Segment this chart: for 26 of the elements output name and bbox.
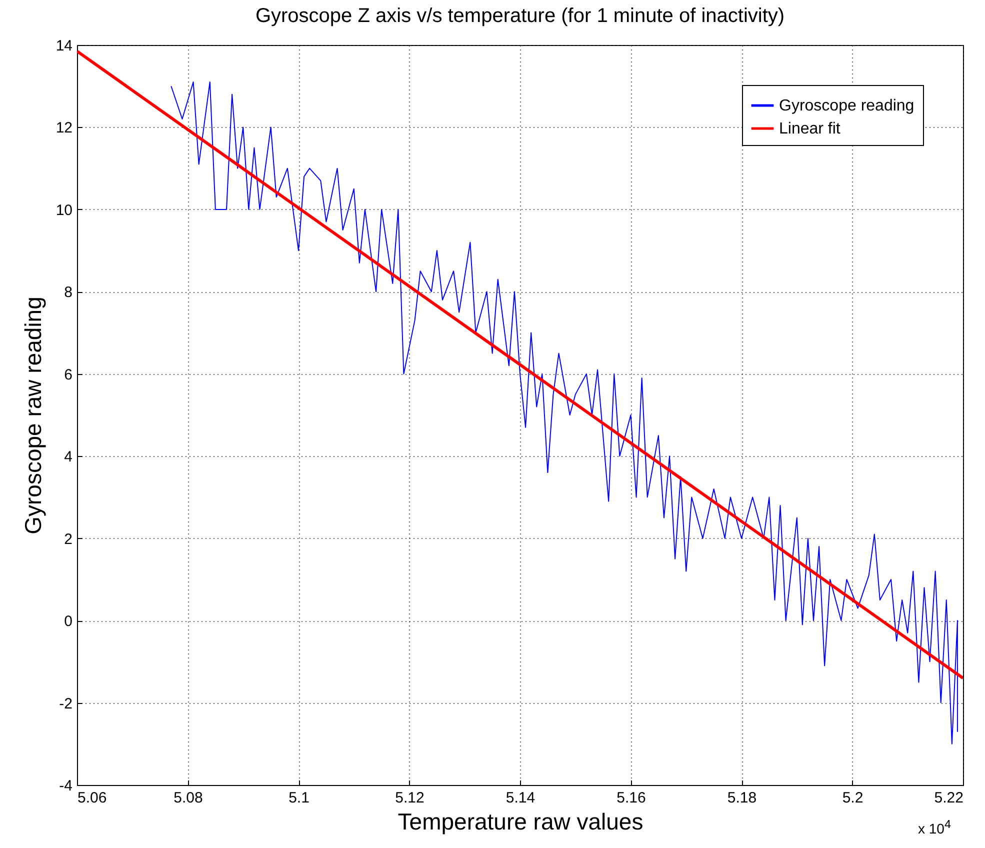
y-tick-label: 12 <box>56 120 72 137</box>
y-tick-label: -2 <box>59 695 72 712</box>
text: x 10$^{4}$ <box>918 818 951 837</box>
y-axis-title: Gyroscope raw reading <box>20 296 46 534</box>
y-tick-label: -4 <box>59 778 72 794</box>
x-tick-label: 5.16 <box>616 790 646 806</box>
y-tick-label: 6 <box>64 366 72 384</box>
x-tick-label: 5.2 <box>842 790 864 806</box>
y-tick-label: 14 <box>56 38 72 54</box>
x-axis-title: Temperature raw values <box>398 808 644 834</box>
y-tick-label: 10 <box>56 202 72 219</box>
x-tick-label: 5.22 <box>934 790 964 806</box>
x-tick-label: 5.06 <box>78 790 107 806</box>
y-tick-label: 8 <box>64 284 72 302</box>
y-tick-label: 4 <box>64 448 72 466</box>
y-tick-label: 2 <box>64 530 72 548</box>
legend-label: Linear fit <box>779 120 841 138</box>
chart-title: Gyroscope Z axis v/s temperature (for 1 minute of inactivity) <box>255 5 785 27</box>
x-tick-label: 5.14 <box>506 790 536 806</box>
y-tick-label: 0 <box>64 613 72 630</box>
x-tick-label: 5.08 <box>174 790 203 806</box>
legend-label: Gyroscope reading <box>779 98 914 114</box>
x-tick-label: 5.1 <box>288 790 310 806</box>
line-series <box>170 82 958 744</box>
x-tick-label: 5.12 <box>395 790 424 806</box>
x-tick-label: 5.18 <box>727 790 757 806</box>
